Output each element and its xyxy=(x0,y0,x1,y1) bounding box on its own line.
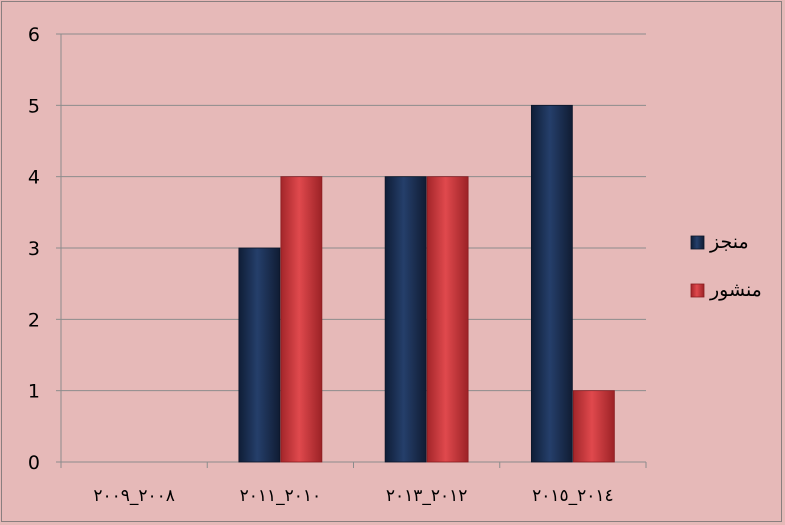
y-tick-label: 3 xyxy=(28,238,40,260)
tick-labels: 0 1 2 3 4 5 6 ٢٠٠٨_٢٠٠٩ ٢٠١٠_٢٠١١ ٢٠١٢_٢٠١٣ ٢٠١٤_٢… xyxy=(28,24,614,506)
bar-series-1 xyxy=(238,247,281,463)
y-tick-label: 5 xyxy=(28,95,40,117)
x-tick-label: ٢٠٠٨_٢٠٠٩ xyxy=(93,486,175,506)
bar-series-2 xyxy=(280,176,323,463)
x-tick-label: ٢٠١٢_٢٠١٣ xyxy=(386,486,468,506)
y-tick-label: 2 xyxy=(28,309,40,331)
legend-swatch xyxy=(690,235,705,250)
y-tick-label: 4 xyxy=(28,167,40,189)
bar-series-1 xyxy=(384,176,427,463)
x-tick-label: ٢٠١٤_٢٠١٥ xyxy=(532,486,614,506)
y-tick-label: 0 xyxy=(28,452,40,474)
bars xyxy=(238,104,615,463)
y-tick-label: 1 xyxy=(28,381,40,403)
x-tick-label: ٢٠١٠_٢٠١١ xyxy=(240,486,322,506)
bar-series-2 xyxy=(572,390,615,463)
legend-label: منشور xyxy=(709,279,762,301)
bar-series-2 xyxy=(426,176,469,463)
y-tick-label: 6 xyxy=(28,24,40,46)
bar-series-1 xyxy=(530,104,573,463)
legend-label: منجز xyxy=(709,231,749,253)
legend-swatch xyxy=(690,283,705,298)
legend: منجز منشور xyxy=(690,231,762,301)
